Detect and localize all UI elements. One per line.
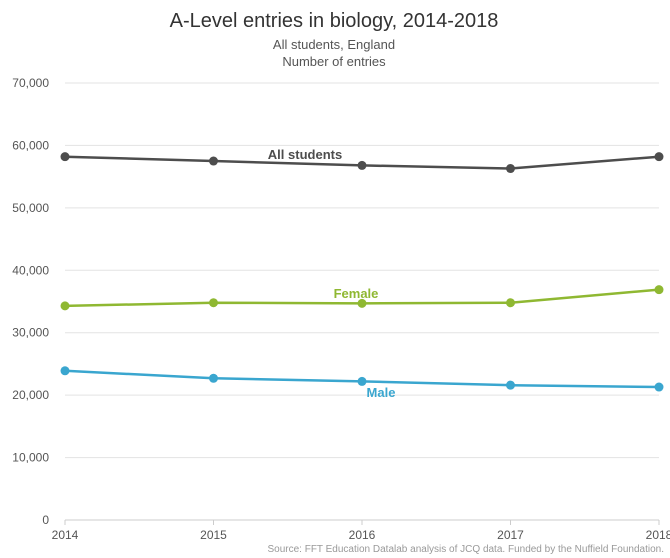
data-point-female-2018 (654, 285, 664, 295)
data-point-male-2015 (209, 373, 218, 383)
chart-subtitle-line-1: All students, England (273, 37, 395, 52)
data-point-female-2015 (209, 298, 218, 308)
y-gridlines (65, 82, 659, 459)
data-point-male-2016 (357, 376, 367, 386)
y-tick-label-30000: 30,000 (12, 326, 49, 340)
x-tick-label-2015: 2015 (200, 528, 227, 542)
x-tick-label-2016: 2016 (349, 528, 376, 542)
x-tick-label-2018: 2018 (646, 528, 670, 542)
chart-title: A-Level entries in biology, 2014-2018 (170, 10, 499, 32)
series-label-all-students: All students (268, 147, 342, 162)
y-axis: 0 10,000 20,000 30,000 40,000 50,000 60,000 70,… (12, 76, 49, 527)
data-point-all-students-2017 (506, 164, 515, 174)
data-point-all-students-2018 (654, 152, 664, 162)
chart-subtitle-line-2: Number of entries (282, 54, 386, 69)
data-point-female-2017 (506, 298, 515, 308)
series-male (60, 366, 664, 392)
y-tick-label-0: 0 (42, 513, 49, 527)
y-tick-label-60000: 60,000 (12, 138, 49, 152)
source-note: Source: FFT Education Datalab analysis o… (267, 544, 664, 555)
series-label-female: Female (334, 286, 379, 301)
data-point-female-2016 (357, 298, 367, 308)
data-point-male-2018 (654, 382, 664, 392)
data-point-female-2014 (60, 301, 70, 311)
y-tick-label-10000: 10,000 (12, 451, 49, 465)
x-tick-label-2017: 2017 (497, 528, 524, 542)
x-axis: 2014 2015 2016 2017 2018 (52, 519, 670, 542)
y-tick-label-20000: 20,000 (12, 388, 49, 402)
data-point-all-students-2015 (209, 156, 218, 166)
data-point-all-students-2016 (357, 160, 367, 170)
y-tick-label-70000: 70,000 (12, 76, 49, 90)
series-female (60, 285, 664, 311)
data-point-male-2014 (60, 366, 70, 376)
y-tick-label-40000: 40,000 (12, 263, 49, 277)
data-point-male-2017 (506, 380, 515, 390)
series-group (60, 152, 664, 392)
series-label-male: Male (367, 385, 396, 400)
x-tick-label-2014: 2014 (52, 528, 79, 542)
series-all-students (60, 152, 664, 174)
data-point-all-students-2014 (60, 152, 70, 162)
y-tick-label-50000: 50,000 (12, 201, 49, 215)
series-labels: All students Female Male (268, 147, 396, 400)
